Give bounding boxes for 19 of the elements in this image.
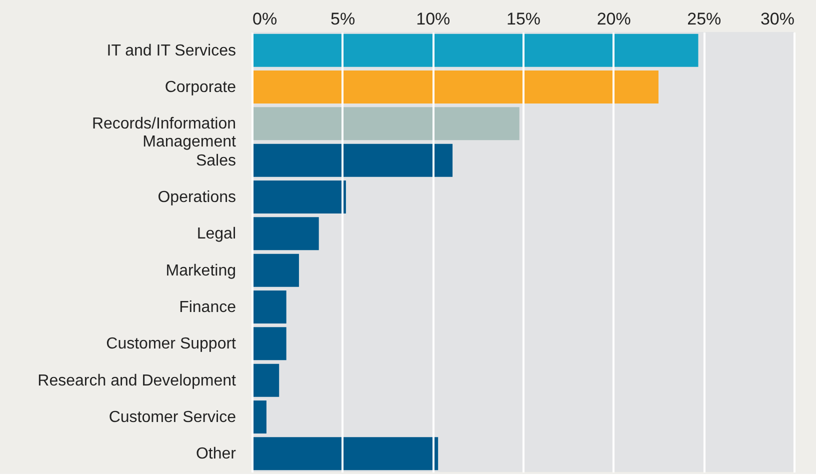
y-tick-label: Research and Development [38,372,237,390]
x-tick-label: 20% [596,10,631,28]
y-tick-label: Finance [179,299,236,316]
x-tick-label: 5% [330,10,356,28]
y-tick-label: Other [196,446,237,463]
x-tick-label: 10% [416,10,450,28]
y-tick-label: Customer Support [106,336,237,353]
y-tick-label: IT and IT Services [106,42,236,60]
y-tick-label: Records/Information Management [92,116,237,151]
y-tick-label: Operations [158,189,236,206]
y-tick-label: Corporate [164,79,236,96]
y-tick-label: Marketing [166,262,236,280]
x-tick-label: 30% [760,10,794,28]
y-tick-label: Customer Service [108,409,236,426]
x-tick-label: 25% [687,10,722,28]
x-tick-label: 0% [252,10,278,28]
y-tick-label: Sales [196,152,236,170]
y-tick-label: Legal [196,226,236,243]
x-tick-label: 15% [506,10,541,28]
